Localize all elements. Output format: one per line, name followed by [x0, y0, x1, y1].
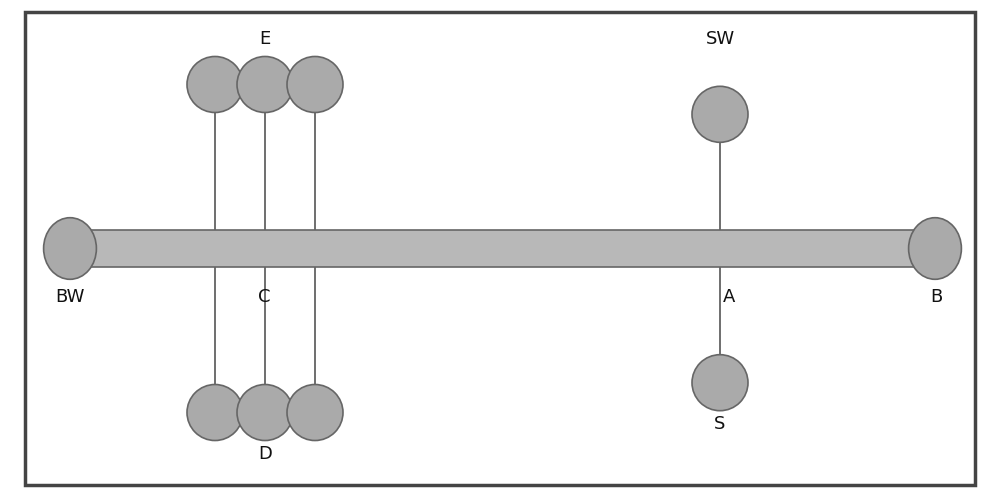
Text: D: D [258, 445, 272, 463]
Text: C: C [258, 288, 270, 306]
Ellipse shape [287, 385, 343, 440]
Text: E: E [259, 30, 271, 48]
Ellipse shape [287, 57, 343, 112]
Text: BW: BW [55, 288, 84, 306]
Text: B: B [930, 288, 942, 306]
Text: S: S [714, 415, 726, 433]
Ellipse shape [44, 218, 96, 279]
FancyBboxPatch shape [25, 12, 975, 485]
Ellipse shape [187, 57, 243, 112]
Ellipse shape [909, 218, 961, 279]
Ellipse shape [692, 355, 748, 411]
Ellipse shape [187, 385, 243, 440]
Text: A: A [723, 288, 735, 306]
Ellipse shape [237, 385, 293, 440]
Text: SW: SW [705, 30, 735, 48]
Ellipse shape [692, 86, 748, 142]
Ellipse shape [237, 57, 293, 112]
Bar [70, 230, 935, 267]
